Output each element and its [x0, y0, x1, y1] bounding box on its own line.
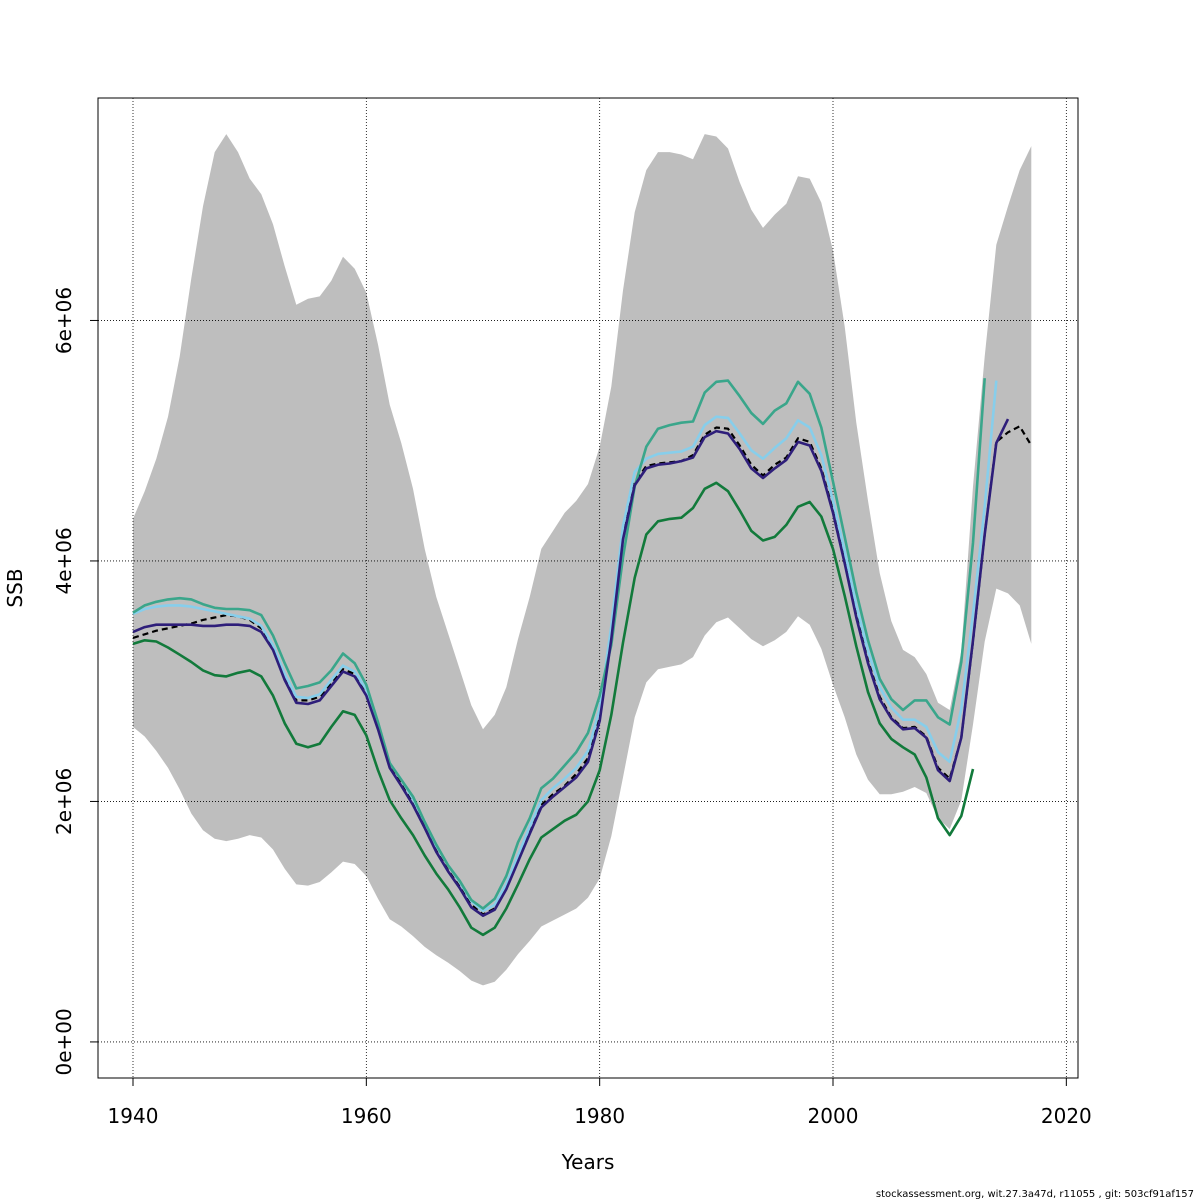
footer-credit: stockassessment.org, wit.27.3a47d, r1105…	[876, 1189, 1194, 1200]
confidence-band	[133, 134, 1032, 986]
axis-layer: 1940 1960 1980 2000 2020 0e+00 2e+06 4e+06 6e+06	[52, 287, 1092, 1128]
y-tick-label: 6e+06	[52, 287, 76, 354]
plot-frame	[97, 97, 1079, 1079]
x-tick-label: 1940	[108, 1104, 159, 1128]
x-tick-label: 2020	[1041, 1104, 1092, 1128]
x-tick-label: 1980	[574, 1104, 625, 1128]
series-line-3	[132, 378, 986, 910]
series-layer	[132, 378, 1033, 937]
y-tick-label: 0e+00	[52, 1008, 76, 1075]
x-tick-label: 2000	[808, 1104, 859, 1128]
y-tick-label: 4e+06	[52, 527, 76, 594]
confidence-band-layer	[133, 134, 1032, 986]
x-tick-label: 1960	[341, 1104, 392, 1128]
series-line-2	[132, 380, 998, 913]
series-line-1	[132, 418, 1010, 917]
series-line-4	[132, 481, 975, 937]
x-axis-title: Years	[561, 1150, 615, 1174]
y-axis-title: SSB	[3, 568, 27, 607]
y-tick-label: 2e+06	[52, 768, 76, 835]
